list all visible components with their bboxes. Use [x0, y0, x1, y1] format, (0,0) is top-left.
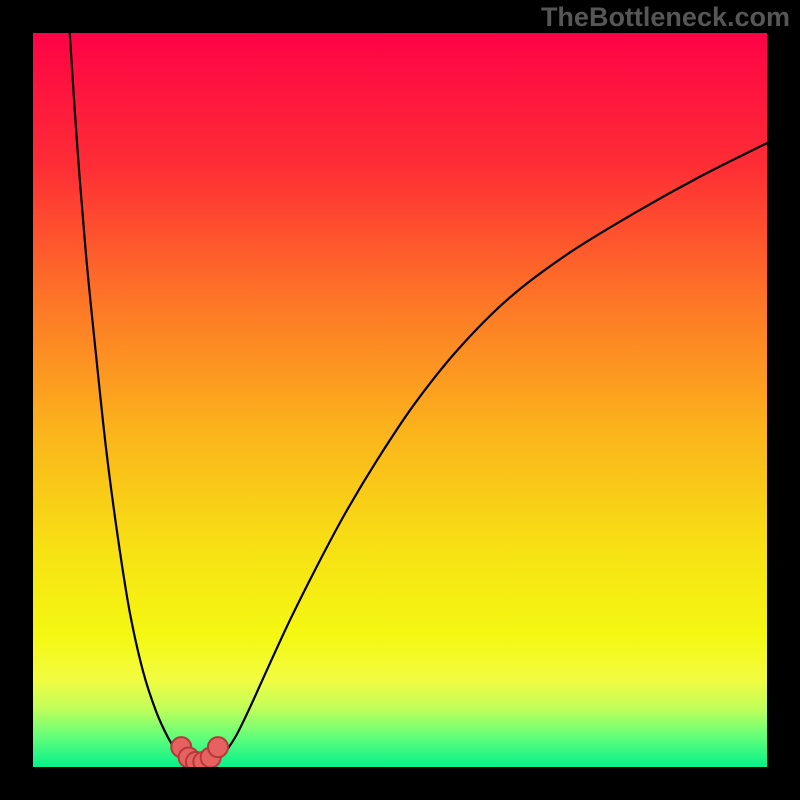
- plot-area: [33, 33, 767, 767]
- trough-marker-dot: [208, 737, 228, 757]
- gradient-background: [33, 33, 767, 767]
- watermark-text: TheBottleneck.com: [541, 2, 790, 33]
- plot-svg: [33, 33, 767, 767]
